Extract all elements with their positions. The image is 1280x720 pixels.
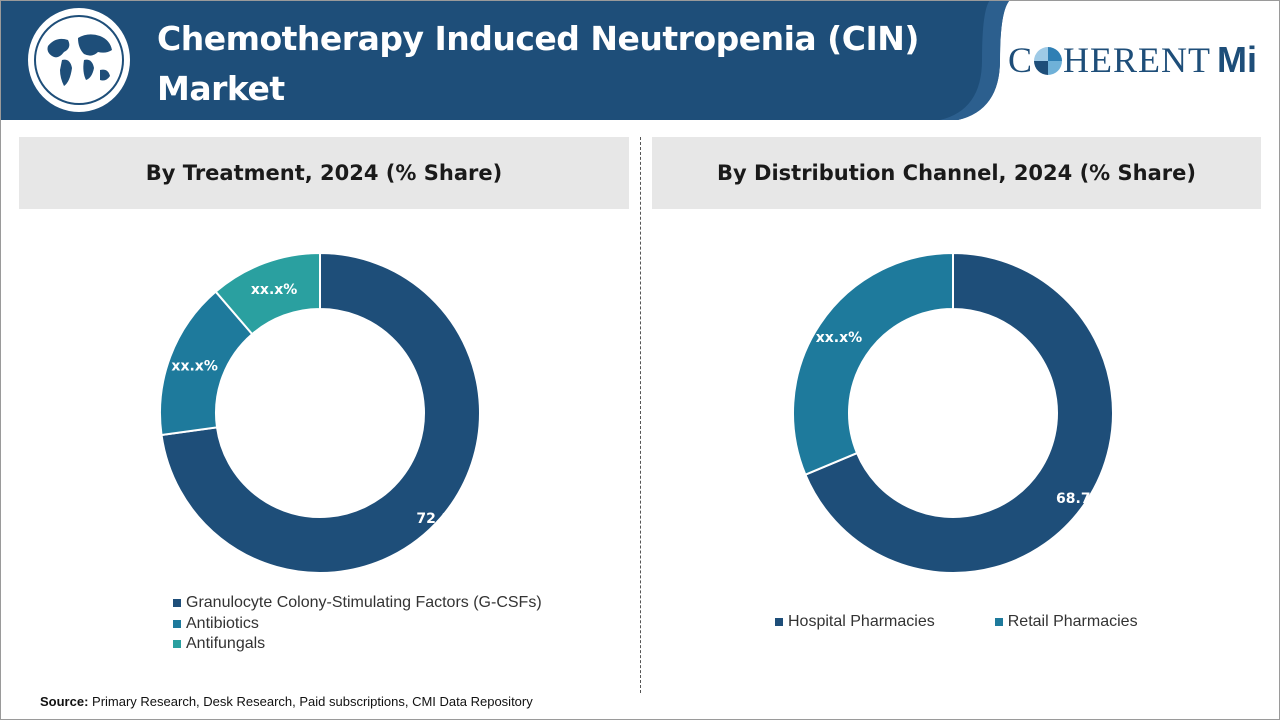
distribution-donut-chart: 68.7% xx.x% <box>792 251 1114 574</box>
legend-item-retail: Retail Pharmacies <box>994 612 1138 632</box>
data-label-2: xx.x% <box>251 282 297 298</box>
donut-slice-1 <box>792 251 954 477</box>
source-note: Source: Primary Research, Desk Research,… <box>40 694 533 709</box>
data-label-0: 68.7% <box>1056 491 1105 507</box>
legend-label: Antifungals <box>186 635 266 653</box>
legend-swatch <box>173 640 181 649</box>
logo-mi: Mi <box>1217 39 1257 80</box>
header-band <box>0 0 1280 120</box>
logo-letter-c: C <box>1008 40 1034 80</box>
donut-slice-0 <box>804 251 1114 574</box>
treatment-donut-chart: 72.8% xx.x% xx.x% <box>159 251 481 574</box>
legend-item-antifungals: Antifungals <box>173 634 542 655</box>
legend-item-gcsf: Granulocyte Colony-Stimulating Factors (… <box>173 593 542 614</box>
legend-label: Hospital Pharmacies <box>788 613 935 630</box>
globe-icon <box>28 8 130 112</box>
donut-slice-2 <box>214 251 321 336</box>
treatment-legend: Granulocyte Colony-Stimulating Factors (… <box>173 593 542 655</box>
legend-label: Granulocyte Colony-Stimulating Factors (… <box>186 594 542 612</box>
panel-divider <box>640 137 641 693</box>
coherent-mi-logo: C HERENT Mi <box>1008 38 1257 82</box>
logo-o-icon <box>1034 47 1063 75</box>
data-label-1: xx.x% <box>171 359 217 375</box>
title-line-2: Market <box>157 69 285 108</box>
legend-label: Antibiotics <box>186 614 259 632</box>
legend-label: Retail Pharmacies <box>1007 613 1138 630</box>
header: Chemotherapy Induced Neutropenia (CIN) M… <box>0 0 1280 120</box>
distribution-chart-title: By Distribution Channel, 2024 (% Share) <box>652 137 1261 209</box>
source-label: Source: <box>40 694 89 709</box>
legend-item-hospital: Hospital Pharmacies <box>775 612 935 632</box>
legend-swatch <box>173 619 181 628</box>
legend-item-antibiotics: Antibiotics <box>173 614 542 635</box>
treatment-chart-title: By Treatment, 2024 (% Share) <box>19 137 629 209</box>
title-line-1: Chemotherapy Induced Neutropenia (CIN) <box>157 19 919 58</box>
data-label-1: xx.x% <box>816 330 862 346</box>
legend-swatch <box>173 599 181 608</box>
legend-swatch <box>994 618 1003 626</box>
logo-text: HERENT <box>1063 40 1211 80</box>
distribution-legend: Hospital Pharmacies Retail Pharmacies <box>775 612 1198 632</box>
donut-slice-0 <box>160 251 481 574</box>
data-label-0: 72.8% <box>416 511 465 527</box>
page-title: Chemotherapy Induced Neutropenia (CIN) M… <box>157 14 957 114</box>
source-text: Primary Research, Desk Research, Paid su… <box>92 694 533 709</box>
legend-swatch <box>775 618 783 626</box>
